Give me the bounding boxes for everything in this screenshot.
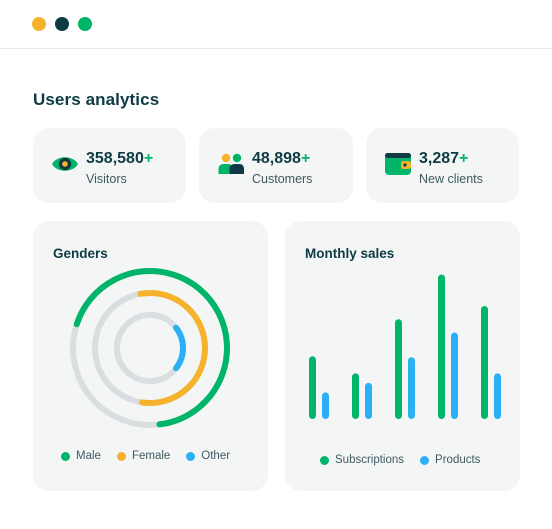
legend-item-male[interactable]: Male (61, 450, 101, 462)
bar-subscriptions-1[interactable] (309, 356, 316, 419)
genders-ring-chart (53, 251, 247, 445)
window-dot-green[interactable] (78, 17, 92, 31)
legend-label-female: Female (131, 450, 171, 462)
ring-arc-male[interactable] (53, 251, 247, 445)
page-title: Users analytics (33, 90, 160, 109)
users-icon (218, 153, 244, 174)
legend-item-female[interactable]: Female (116, 450, 171, 462)
ring-arc-other[interactable] (104, 302, 197, 395)
bar-products-5[interactable] (494, 373, 501, 419)
monthly-sales-bar-chart (309, 274, 501, 419)
window-dot-dark[interactable] (55, 17, 69, 31)
bar-products-4[interactable] (451, 332, 458, 419)
legend-dot-other (186, 451, 196, 461)
bar-products-1[interactable] (322, 392, 329, 419)
bar-subscriptions-2[interactable] (352, 373, 359, 419)
legend-label-other: Other (201, 450, 231, 462)
bar-subscriptions-4[interactable] (438, 274, 445, 419)
monthly-sales-title: Monthly sales (305, 246, 395, 261)
stat-label-new-clients: New clients (419, 172, 483, 186)
legend-dot-female (116, 451, 126, 461)
monthly-sales-panel: Monthly sales Subscriptions Products (285, 221, 520, 491)
genders-title: Genders (53, 246, 108, 261)
sales-legend: Subscriptions Products (320, 454, 480, 466)
bar-subscriptions-3[interactable] (395, 319, 402, 419)
stat-label-visitors: Visitors (86, 172, 127, 186)
legend-label-subscriptions: Subscriptions (335, 454, 405, 466)
legend-item-products[interactable]: Products (420, 454, 480, 466)
stat-card-new-clients[interactable]: 3,287+ New clients (366, 128, 519, 203)
bar-products-3[interactable] (408, 357, 415, 419)
legend-item-other[interactable]: Other (186, 450, 230, 462)
ring-arc-female[interactable] (86, 284, 213, 411)
window-titlebar (0, 0, 552, 49)
legend-item-subscriptions[interactable]: Subscriptions (320, 454, 404, 466)
legend-label-products: Products (435, 454, 481, 466)
ring-track-other (114, 312, 186, 384)
wallet-icon (385, 153, 411, 175)
eye-icon (52, 157, 78, 171)
legend-dot-products (420, 455, 430, 465)
genders-panel: Genders Male Female Other (33, 221, 268, 491)
stat-value-customers: 48,898+ (252, 150, 311, 167)
stat-value-visitors: 358,580+ (86, 150, 154, 167)
bar-products-2[interactable] (365, 382, 372, 419)
stat-card-customers[interactable]: 48,898+ Customers (199, 128, 353, 203)
legend-label-male: Male (76, 450, 101, 462)
genders-legend: Male Female Other (61, 450, 230, 462)
stat-value-new-clients: 3,287+ (419, 150, 469, 167)
legend-dot-male (61, 451, 70, 461)
legend-dot-subscriptions (320, 455, 329, 465)
stat-card-visitors[interactable]: 358,580+ Visitors (33, 128, 186, 203)
stat-label-customers: Customers (252, 172, 313, 186)
window-dot-yellow[interactable] (32, 17, 46, 31)
bar-subscriptions-5[interactable] (481, 305, 488, 419)
